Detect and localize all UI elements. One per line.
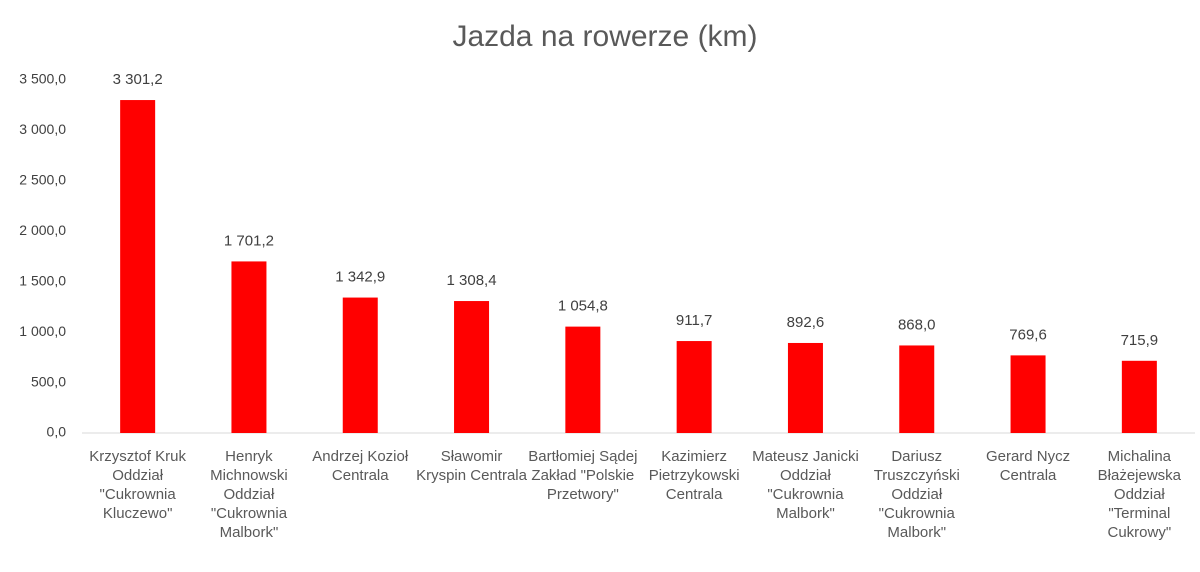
- y-tick-label: 0,0: [47, 424, 67, 440]
- x-tick-label: Mateusz Janicki Oddział "Cukrownia Malbo…: [752, 448, 859, 522]
- x-tick-label: Andrzej Kozioł Centrala: [312, 448, 409, 484]
- x-tick-label: Dariusz Truszczyński Oddział "Cukrownia …: [873, 448, 960, 541]
- y-tick-label: 1 500,0: [19, 272, 66, 288]
- data-label: 1 308,4: [447, 272, 497, 289]
- y-tick-label: 3 500,0: [19, 71, 66, 87]
- bar: [231, 261, 267, 433]
- bar: [454, 301, 490, 433]
- bar: [787, 342, 823, 433]
- x-tick-label: Kazimierz Pietrzykowski Centrala: [648, 448, 740, 503]
- y-tick-label: 2 000,0: [19, 222, 66, 238]
- x-tick-label: Bartłomiej Sądej Zakład "Polskie Przetwo…: [528, 448, 638, 503]
- bar: [899, 345, 935, 433]
- x-tick-label: Henryk Michnowski Oddział "Cukrownia Mal…: [210, 448, 288, 541]
- data-label: 1 701,2: [224, 232, 274, 249]
- x-tick-label: Gerard Nycz Centrala: [985, 448, 1071, 484]
- data-label: 715,9: [1121, 332, 1159, 349]
- data-label: 1 054,8: [558, 298, 608, 315]
- data-label: 911,7: [676, 312, 712, 329]
- data-label: 769,6: [1009, 326, 1047, 343]
- bar: [120, 100, 156, 433]
- bar: [1121, 360, 1157, 433]
- bar: [676, 341, 712, 433]
- x-tick-label: Sławomir Kryspin Centrala: [416, 448, 527, 484]
- data-label: 3 301,2: [113, 71, 163, 88]
- bar: [565, 326, 601, 433]
- data-label: 868,0: [898, 316, 936, 333]
- y-tick-label: 2 500,0: [19, 172, 66, 188]
- chart-title: Jazda na rowerze (km): [452, 20, 757, 53]
- bar: [1010, 355, 1046, 433]
- bar: [342, 297, 378, 433]
- x-tick-label: Michalina Błażejewska Oddział "Terminal …: [1097, 448, 1182, 541]
- y-tick-label: 500,0: [31, 373, 66, 389]
- y-tick-label: 3 000,0: [19, 121, 66, 137]
- data-label: 1 342,9: [335, 269, 385, 286]
- x-tick-label: Krzysztof Kruk Oddział "Cukrownia Klucze…: [89, 448, 186, 522]
- y-tick-label: 1 000,0: [19, 323, 66, 339]
- data-label: 892,6: [787, 314, 825, 331]
